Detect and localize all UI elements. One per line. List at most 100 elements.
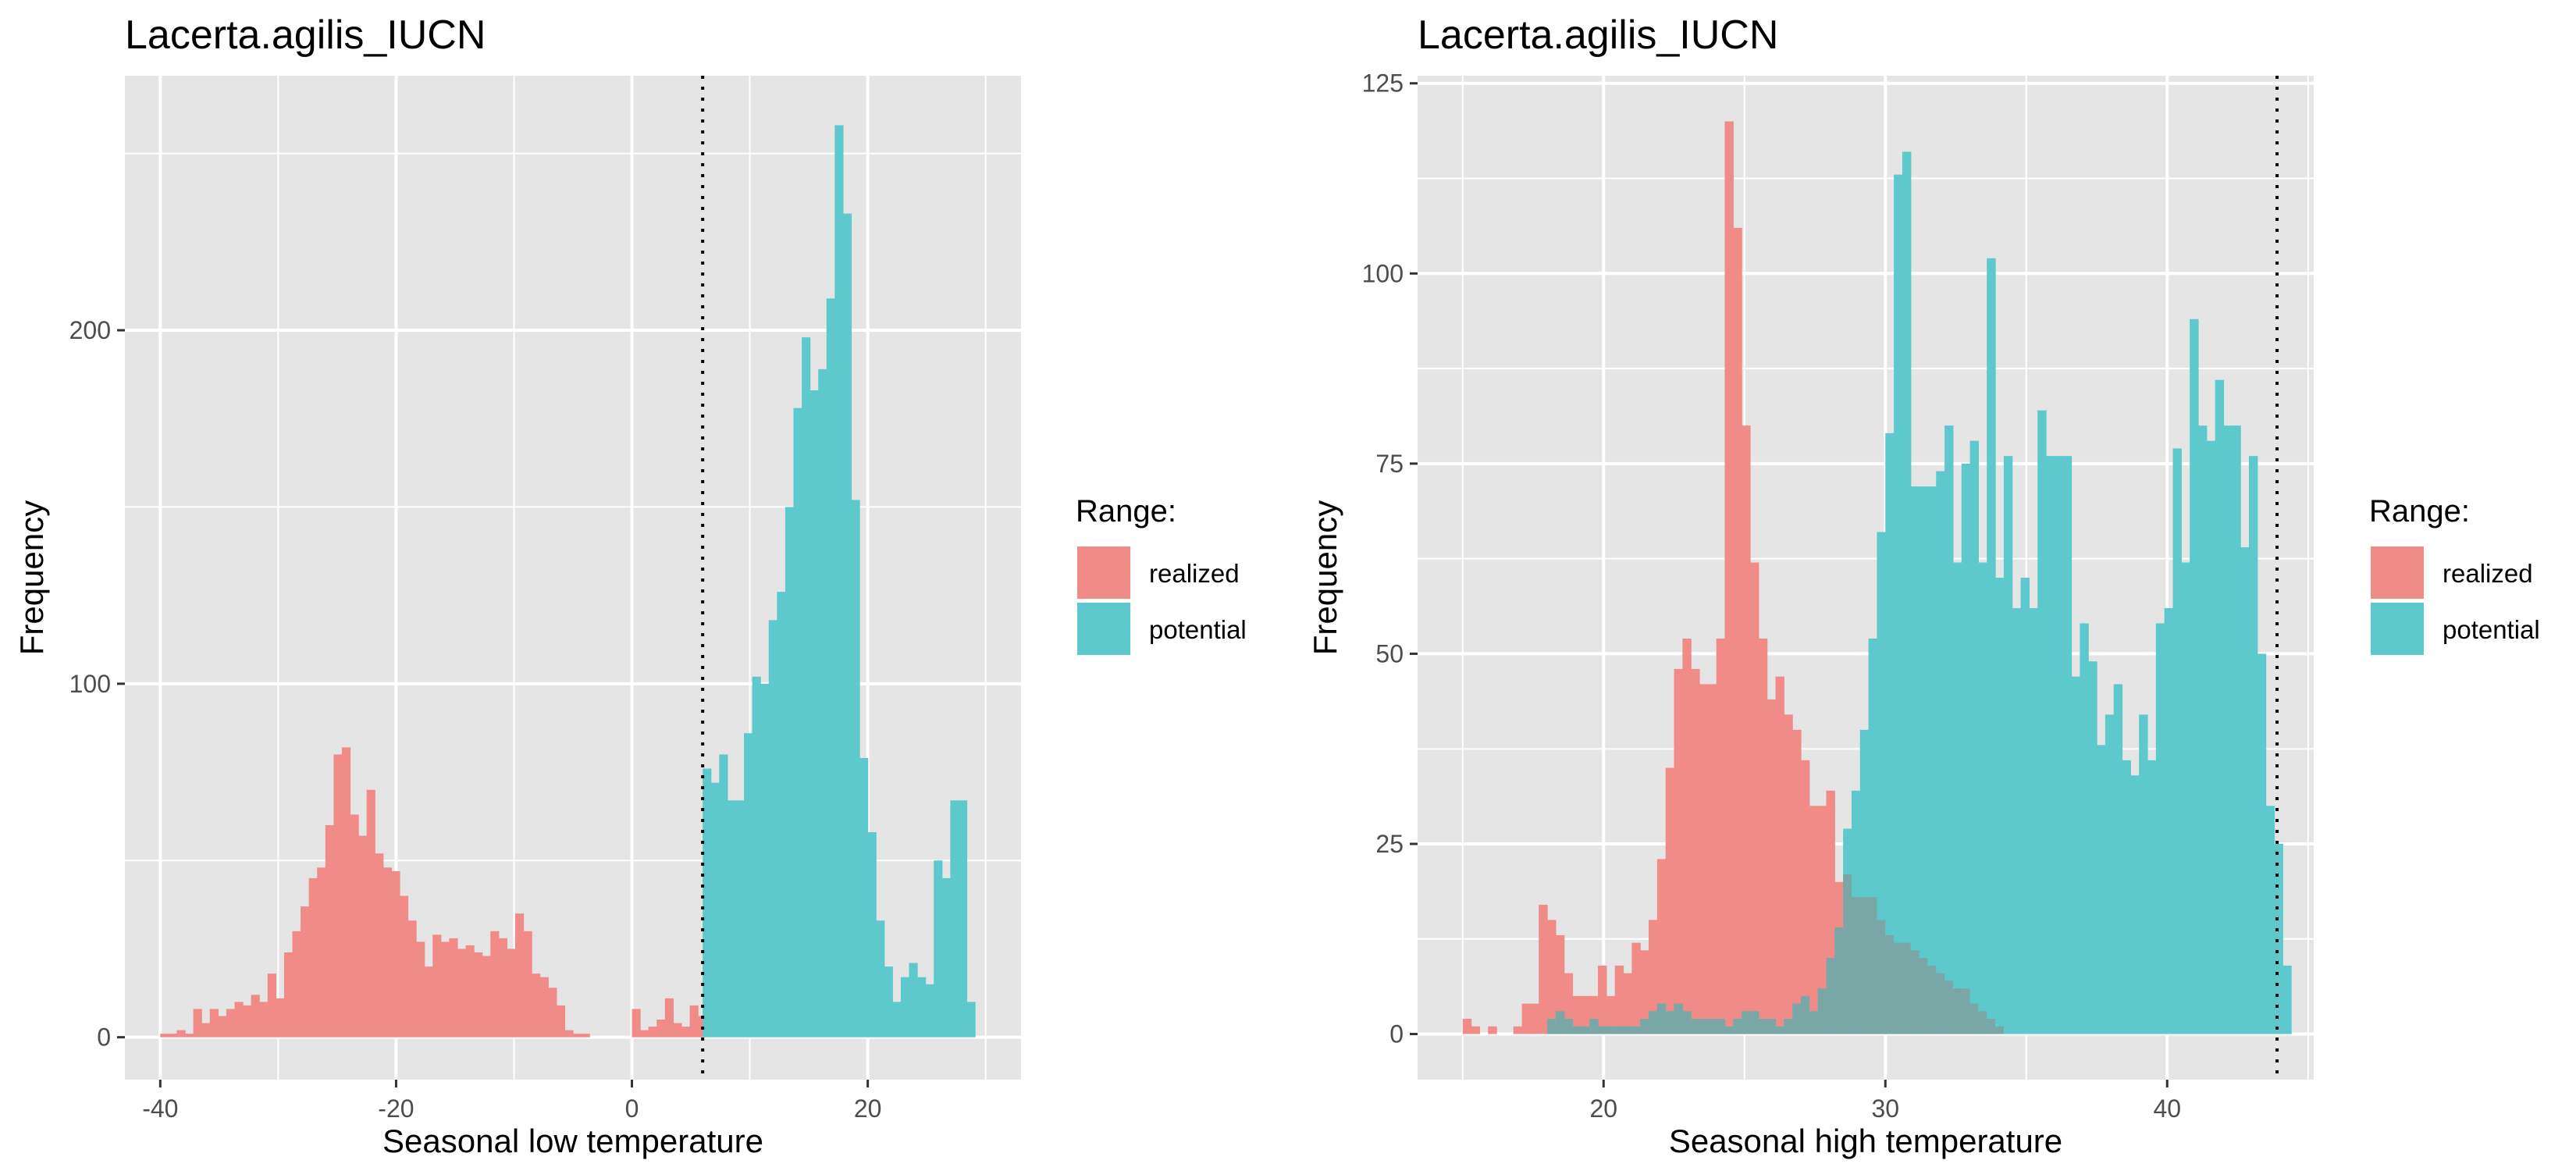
histogram-bar-realized [1614, 965, 1624, 1034]
histogram-bar-realized [226, 1009, 236, 1038]
histogram-bar-realized [1555, 934, 1565, 1034]
histogram-bar-realized [168, 1034, 178, 1038]
histogram-bar-potential [876, 920, 885, 1038]
histogram-bar-realized [564, 1030, 574, 1038]
histogram-bar-realized [308, 877, 318, 1038]
histogram-bar-potential [842, 213, 852, 1038]
histogram-bar-realized [276, 998, 285, 1038]
histogram-bar-potential [2088, 661, 2097, 1034]
histogram-bar-overlap [1987, 1019, 1996, 1034]
histogram-bar-realized [1742, 425, 1751, 1034]
histogram-bar-realized [251, 995, 260, 1038]
histogram-bar-realized [218, 1016, 227, 1038]
histogram-bar-potential [2037, 410, 2047, 1034]
x-tick-label: 20 [854, 1094, 882, 1123]
y-axis-title: Frequency [13, 500, 50, 655]
histogram-bar-realized [1817, 806, 1827, 1034]
histogram-bar-realized [523, 931, 532, 1038]
histogram-bar-realized [1547, 920, 1557, 1034]
histogram-bar-overlap [1902, 942, 1912, 1034]
y-tick-label: 25 [1375, 830, 1404, 858]
histogram-bar-overlap [1623, 1026, 1632, 1034]
histogram-bar-realized [375, 853, 384, 1038]
histogram-bar-overlap [1691, 1019, 1700, 1034]
histogram-bar-potential [2155, 623, 2165, 1034]
y-tick-label: 75 [1375, 450, 1404, 478]
histogram-bar-potential [2282, 965, 2292, 1034]
histogram-bar-realized [201, 1023, 211, 1038]
histogram-bar-realized [176, 1030, 186, 1038]
legend: Range: realized potential [2369, 494, 2540, 655]
histogram-bar-potential [859, 757, 869, 1038]
legend-key-potential [2371, 603, 2424, 655]
x-axis-title: Seasonal low temperature [382, 1123, 763, 1159]
histogram-bar-potential [925, 984, 934, 1038]
histogram-bar-realized [1640, 950, 1649, 1034]
histogram-bar-potential [834, 125, 844, 1038]
legend-label-realized: realized [2443, 559, 2533, 588]
y-tick-label: 0 [97, 1023, 111, 1052]
histogram-bar-realized [1598, 965, 1607, 1034]
histogram-bar-overlap [1775, 1026, 1784, 1034]
histogram-bar-potential [2003, 456, 2013, 1034]
histogram-bar-potential [2190, 319, 2199, 1034]
histogram-bar-realized [581, 1034, 590, 1038]
histogram-bar-potential [744, 733, 753, 1038]
panel-background [125, 76, 1021, 1080]
histogram-bar-realized [1530, 1003, 1539, 1034]
histogram-bar-realized [382, 867, 392, 1038]
histogram-bar-potential [2139, 714, 2148, 1034]
histogram-bar-realized [358, 835, 368, 1038]
histogram-bar-realized [341, 747, 351, 1038]
x-tick-label: 30 [1871, 1094, 1899, 1123]
histogram-bar-potential [785, 507, 795, 1038]
histogram-bar-overlap [1817, 988, 1827, 1034]
histogram-bar-potential [760, 683, 770, 1038]
histogram-bar-potential [2147, 760, 2157, 1034]
histogram-bar-realized [259, 1002, 269, 1038]
histogram-bar-potential [2232, 425, 2241, 1034]
histogram-bar-realized [1606, 995, 1616, 1034]
histogram-bar-realized [160, 1034, 169, 1038]
histogram-bar-overlap [1598, 1026, 1607, 1034]
y-tick-label: 50 [1375, 639, 1404, 667]
histogram-bar-potential [793, 408, 802, 1038]
histogram-bar-realized [1792, 729, 1802, 1034]
histogram-bar-realized [424, 966, 433, 1038]
histogram-bar-potential [2130, 775, 2140, 1034]
histogram-bar-realized [1809, 806, 1819, 1034]
histogram-bar-potential [2274, 843, 2283, 1034]
histogram-bar-overlap [1606, 1026, 1616, 1034]
x-tick-label: 40 [2153, 1094, 2181, 1123]
histogram-bar-realized [1699, 684, 1709, 1034]
legend-title: Range: [1076, 494, 1176, 529]
histogram-bar-potential [1902, 151, 1912, 1034]
histogram-bar-potential [2054, 456, 2064, 1034]
histogram-bar-potential [777, 592, 786, 1038]
histogram-bar-potential [884, 966, 893, 1038]
histogram-bar-potential [719, 754, 728, 1038]
histogram-bar-overlap [1885, 934, 1895, 1034]
histogram-bar-potential [2113, 684, 2123, 1034]
histogram-bar-realized [1656, 859, 1667, 1034]
histogram-bar-realized [1521, 1003, 1532, 1034]
histogram-bar-realized [1716, 638, 1726, 1034]
histogram-bar-potential [934, 860, 943, 1038]
histogram-bar-overlap [1936, 973, 1945, 1034]
histogram-bar-overlap [1581, 1026, 1590, 1034]
histogram-bar-potential [2029, 607, 2038, 1034]
histogram-bars [1462, 121, 2292, 1034]
histogram-bar-potential [752, 676, 761, 1038]
histogram-bar-potential [1927, 486, 1937, 1034]
histogram-bar-potential [1877, 532, 1886, 1034]
histogram-bar-potential [703, 768, 712, 1038]
histogram-bar-realized [440, 941, 450, 1038]
histogram-bars [160, 125, 976, 1038]
histogram-bar-realized [1784, 714, 1793, 1034]
x-axis-title: Seasonal high temperature [1669, 1123, 2062, 1159]
histogram-bar-overlap [1826, 958, 1835, 1034]
histogram-bar-overlap [1952, 988, 1962, 1034]
legend-title: Range: [2369, 494, 2470, 529]
